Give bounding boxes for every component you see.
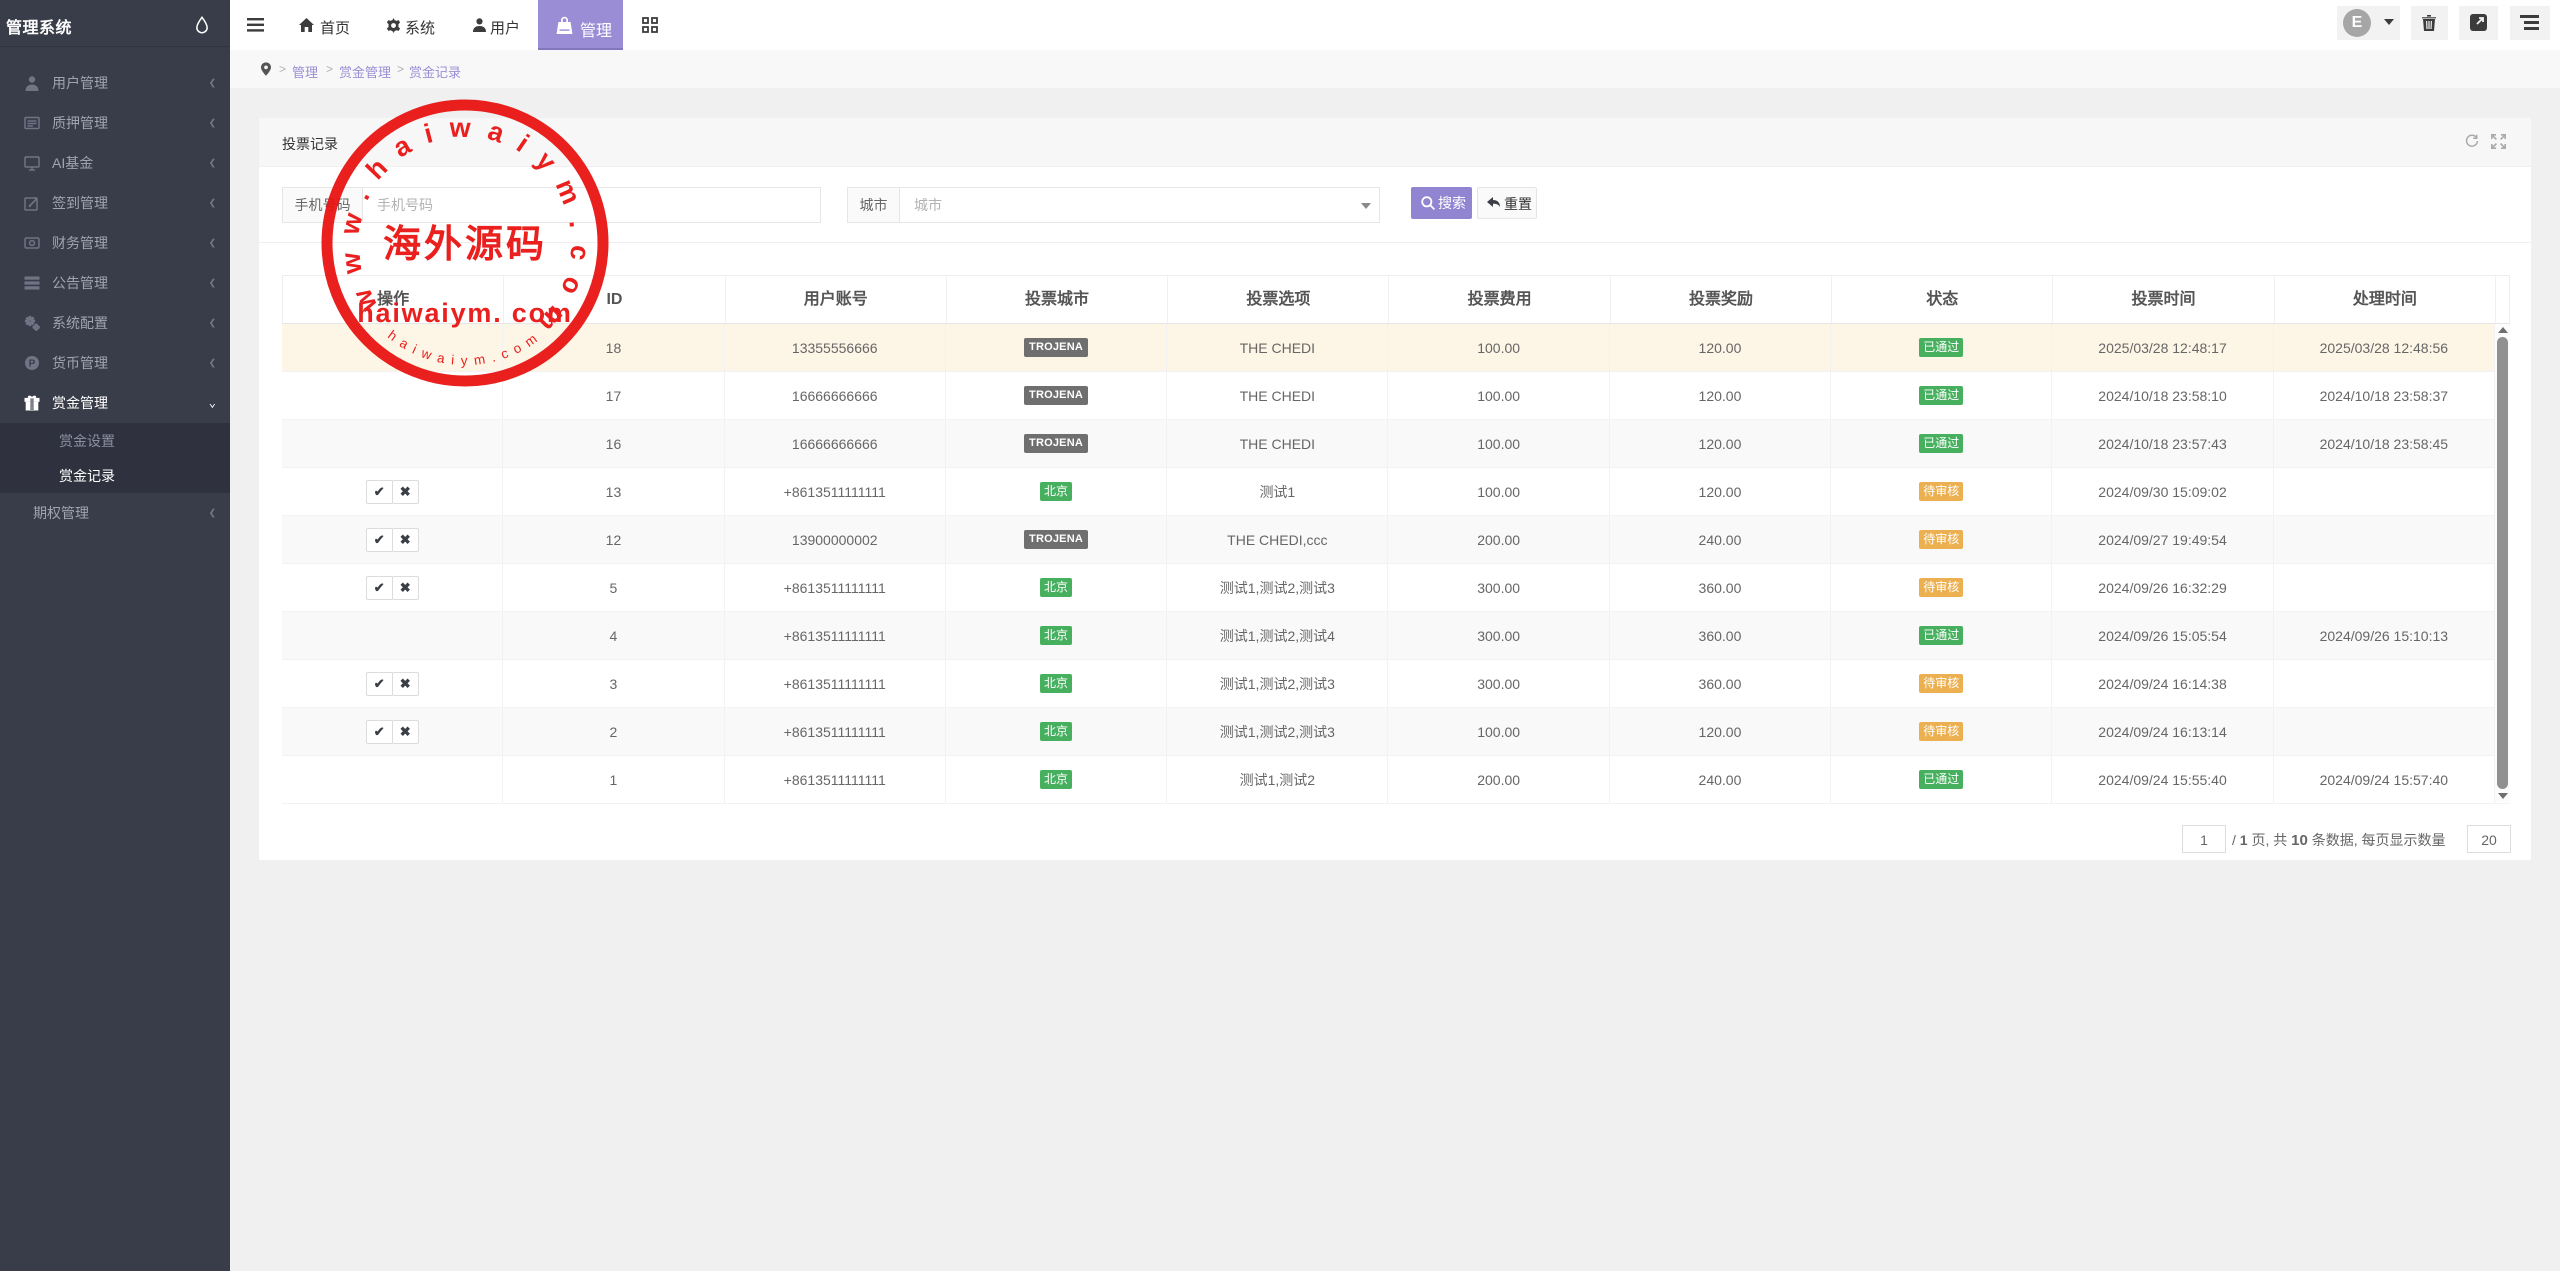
svg-text:haiwaiym.com: haiwaiym.com — [385, 327, 545, 368]
svg-text:海外源码: 海外源码 — [383, 224, 547, 266]
svg-text:P: P — [29, 359, 36, 370]
svg-text:haiwaiym. com: haiwaiym. com — [357, 298, 572, 328]
